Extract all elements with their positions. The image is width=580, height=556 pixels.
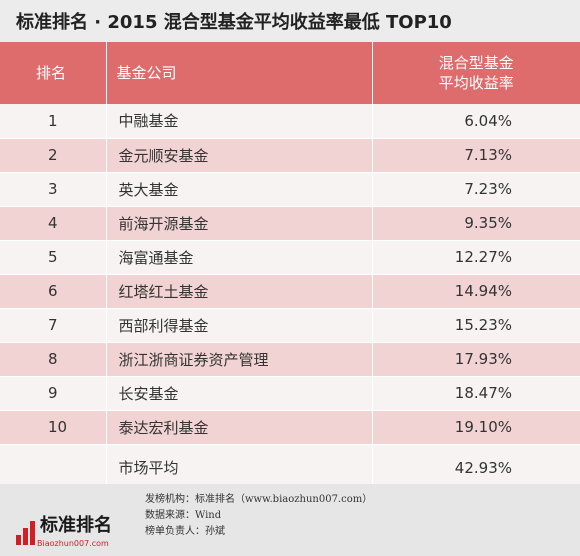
return-cell: 7.23% (372, 172, 580, 207)
rank-cell: 8 (0, 342, 107, 377)
column-header-return: 混合型基金 平均收益率 (372, 42, 580, 104)
average-rank-cell (0, 444, 107, 492)
responsible-line: 榜单负责人：孙斌 (145, 526, 225, 537)
company-cell: 长安基金 (106, 376, 373, 411)
return-cell: 15.23% (372, 308, 580, 343)
bar-chart-icon (16, 517, 46, 545)
rank-cell: 5 (0, 240, 107, 275)
rank-cell: 4 (0, 206, 107, 241)
average-row: 市场平均 42.93% (0, 444, 580, 492)
rank-cell: 7 (0, 308, 107, 343)
rank-cell: 10 (0, 410, 107, 445)
return-cell: 19.10% (372, 410, 580, 445)
table-row: 1 中融基金 6.04% (0, 104, 580, 139)
rank-cell: 2 (0, 138, 107, 173)
column-header-company: 基金公司 (106, 42, 373, 104)
rank-cell: 6 (0, 274, 107, 309)
logo-bar-1 (16, 535, 21, 545)
return-cell: 18.47% (372, 376, 580, 411)
column-header-rank: 排名 (0, 42, 107, 104)
column-header-return-line1: 混合型基金 (438, 54, 514, 72)
page-title: 标准排名 · 2015 混合型基金平均收益率最低 TOP10 (16, 12, 452, 33)
company-cell: 浙江浙商证券资产管理 (106, 342, 373, 377)
return-cell: 6.04% (372, 104, 580, 139)
ranking-table-container: 排名 基金公司 混合型基金 平均收益率 1 中融基金 6.04% 2 金元顺安基… (0, 42, 580, 492)
logo-url: Biaozhun007.com (37, 539, 109, 548)
rank-cell: 1 (0, 104, 107, 139)
page-title-bar: 标准排名 · 2015 混合型基金平均收益率最低 TOP10 (0, 0, 580, 42)
publisher-line: 发榜机构：标准排名（www.biaozhun007.com） (145, 494, 373, 505)
table-row: 2 金元顺安基金 7.13% (0, 138, 580, 173)
logo-bar-3 (30, 521, 35, 545)
company-cell: 英大基金 (106, 172, 373, 207)
ranking-table: 排名 基金公司 混合型基金 平均收益率 1 中融基金 6.04% 2 金元顺安基… (0, 42, 580, 492)
table-row: 9 长安基金 18.47% (0, 376, 580, 411)
company-cell: 红塔红土基金 (106, 274, 373, 309)
company-cell: 金元顺安基金 (106, 138, 373, 173)
rank-cell: 3 (0, 172, 107, 207)
logo-text: 标准排名 (40, 515, 112, 536)
return-cell: 9.35% (372, 206, 580, 241)
average-return-cell: 42.93% (372, 444, 580, 492)
company-cell: 中融基金 (106, 104, 373, 139)
rank-cell: 9 (0, 376, 107, 411)
table-row: 10 泰达宏利基金 19.10% (0, 410, 580, 445)
company-cell: 泰达宏利基金 (106, 410, 373, 445)
table-row: 7 西部利得基金 15.23% (0, 308, 580, 343)
company-cell: 海富通基金 (106, 240, 373, 275)
return-cell: 17.93% (372, 342, 580, 377)
table-row: 8 浙江浙商证券资产管理 17.93% (0, 342, 580, 377)
return-cell: 12.27% (372, 240, 580, 275)
company-cell: 前海开源基金 (106, 206, 373, 241)
table-row: 3 英大基金 7.23% (0, 172, 580, 207)
column-header-return-line2: 平均收益率 (438, 74, 514, 92)
footer: 标准排名 Biaozhun007.com 发榜机构：标准排名（www.biaoz… (0, 484, 580, 556)
return-cell: 7.13% (372, 138, 580, 173)
logo-bar-2 (23, 528, 28, 545)
table-row: 4 前海开源基金 9.35% (0, 206, 580, 241)
table-row: 6 红塔红土基金 14.94% (0, 274, 580, 309)
data-source-line: 数据来源：Wind (145, 510, 222, 521)
brand-logo: 标准排名 Biaozhun007.com (16, 515, 112, 553)
company-cell: 西部利得基金 (106, 308, 373, 343)
table-header-row: 排名 基金公司 混合型基金 平均收益率 (0, 42, 580, 104)
footer-info: 发榜机构：标准排名（www.biaozhun007.com） 数据来源：Wind… (145, 492, 565, 540)
return-cell: 14.94% (372, 274, 580, 309)
table-row: 5 海富通基金 12.27% (0, 240, 580, 275)
